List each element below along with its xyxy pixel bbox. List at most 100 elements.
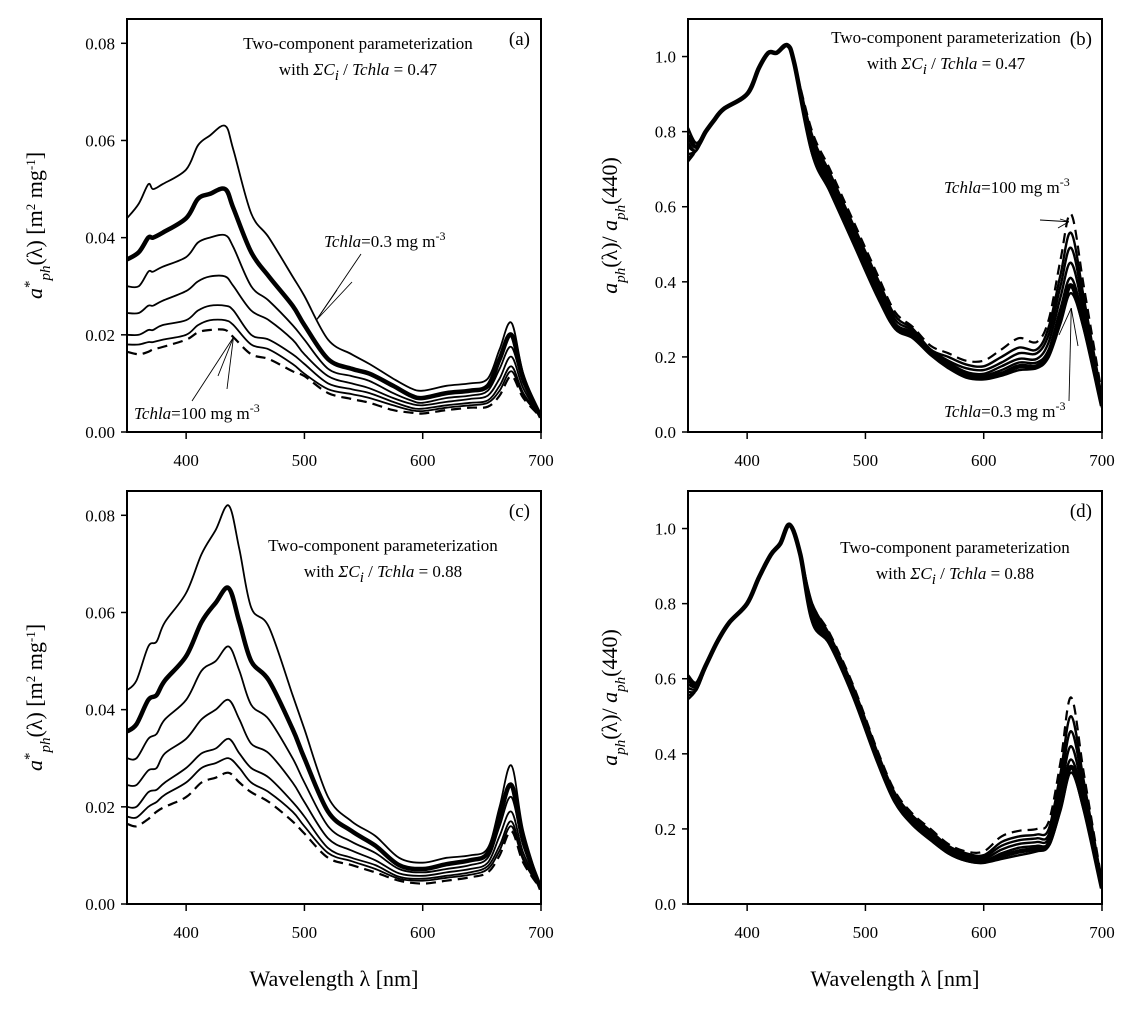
x-axis-title: Wavelength λ [nm] [250,966,419,991]
y-tick-label: 0.08 [85,506,115,525]
y-tick-label: 0.0 [655,423,676,442]
callout-arrow [315,289,338,321]
y-axis-title: aph(λ)/ aph(440) [597,157,629,294]
x-tick-label: 400 [173,923,199,942]
panel-d: 0.0 0.2 0.4 0.6 0.8 1.0 400 500 600 700 (d)Two-com… [597,490,1115,991]
callout-label: Tchla=0.3 mg m-3 [944,399,1065,421]
series-line-7 [127,328,541,419]
x-tick-label: 700 [528,923,554,942]
y-tick-label: 0.2 [655,820,676,839]
series-line-5 [127,304,541,418]
y-tick-label: 0.2 [655,348,676,367]
y-tick-label: 0.06 [85,603,115,622]
x-tick-label: 500 [292,923,318,942]
series-line-3 [127,233,541,418]
y-tick-label: 0.06 [85,131,115,150]
x-tick-label: 600 [410,923,436,942]
plot-frame [687,490,1103,905]
callout-arrow [226,337,234,390]
x-tick-label: 400 [734,451,760,470]
callout-arrow [1039,219,1069,223]
series-group [688,42,1102,408]
y-axis-title: a*ph(λ) [m2 mg-1] [22,624,54,771]
y-tick-label: 1.0 [655,520,676,539]
annotation-title: Two-component parameterization [243,34,473,53]
callout-arrow [217,337,234,377]
plot-frame [126,490,542,905]
series-line-2 [688,43,1102,399]
series-line-4 [127,274,541,418]
series-line-2 [127,585,541,891]
annotation-title: Two-component parameterization [840,538,1070,557]
y-tick-label: 1.0 [655,48,676,67]
callout-label: Tchla=100 mg m-3 [134,401,260,423]
callout-arrow [1068,308,1072,402]
series-line-1 [127,504,541,890]
callout-arrow [1070,308,1079,347]
panel-a: 0.00 0.02 0.04 0.06 0.08 400 500 600 700 (a) Two-c… [22,18,554,470]
series-line-2 [127,186,541,419]
series-line-6 [127,757,541,890]
y-tick-label: 0.04 [85,229,115,248]
callout-arrow [1057,221,1070,229]
annotation-title: Two-component parameterization [268,536,498,555]
series-line-7 [688,43,1102,408]
panel-label: (c) [509,501,530,522]
annotation-ratio: with ΣCi / Tchla = 0.47 [867,54,1026,78]
annotation-ratio: with ΣCi / Tchla = 0.88 [876,564,1034,588]
y-tick-label: 0.04 [85,701,115,720]
panel-b: 0.0 0.2 0.4 0.6 0.8 1.0 400 500 600 700 (b) Two-com… [597,18,1115,470]
annotation-title: Two-component parameterization [831,28,1061,47]
series-line-4 [688,43,1102,403]
series-line-5 [127,737,541,890]
x-tick-label: 400 [173,451,199,470]
x-tick-label: 700 [1089,451,1115,470]
series-line-6 [127,318,541,418]
panel-label: (b) [1070,29,1092,50]
x-tick-label: 600 [971,923,997,942]
y-tick-label: 0.02 [85,326,115,345]
panel-label: (d) [1070,501,1092,522]
series-group [127,504,541,891]
series-group [127,124,541,419]
series-line-4 [127,698,541,890]
callout-arrow [1058,307,1072,336]
plot-frame [126,18,542,433]
series-line-7 [688,523,1102,890]
y-tick-label: 0.02 [85,798,115,817]
y-tick-label: 0.08 [85,34,115,53]
callout-arrow [191,337,234,402]
y-tick-label: 0.00 [85,423,115,442]
series-line-1 [688,43,1102,395]
annotation-ratio: with ΣCi / Tchla = 0.47 [279,60,438,84]
annotation-ratio: with ΣCi / Tchla = 0.88 [304,562,462,586]
y-tick-label: 0.4 [655,273,677,292]
x-tick-label: 500 [853,451,879,470]
x-tick-label: 500 [853,923,879,942]
y-tick-label: 0.6 [655,670,676,689]
plot-frame [687,18,1103,433]
callout-label: Tchla=0.3 mg m-3 [324,229,445,251]
x-tick-label: 600 [971,451,997,470]
x-tick-label: 600 [410,451,436,470]
callout-arrow [315,281,353,321]
y-tick-label: 0.0 [655,895,676,914]
callout-label: Tchla=100 mg m-3 [944,175,1070,197]
y-tick-label: 0.4 [655,745,677,764]
x-axis-title: Wavelength λ [nm] [811,966,980,991]
series-line-3 [127,645,541,890]
series-line-1 [127,124,541,418]
y-tick-label: 0.00 [85,895,115,914]
x-tick-label: 700 [528,451,554,470]
y-tick-label: 0.8 [655,123,676,142]
x-tick-label: 700 [1089,923,1115,942]
panel-label: (a) [509,29,530,50]
series-group [688,522,1102,890]
panel-c: 0.00 0.02 0.04 0.06 0.08 400 500 600 700 (c) Two-c… [22,490,554,991]
x-tick-label: 500 [292,451,318,470]
y-tick-label: 0.6 [655,198,676,217]
y-tick-label: 0.8 [655,595,676,614]
x-tick-label: 400 [734,923,760,942]
y-axis-title: a*ph(λ) [m2 mg-1] [22,152,54,299]
